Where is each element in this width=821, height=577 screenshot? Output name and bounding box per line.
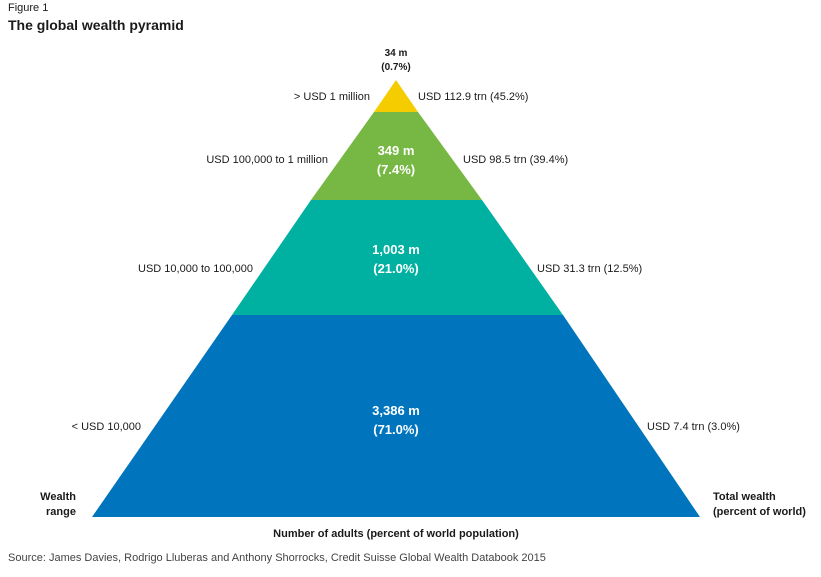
middle-share-label: (21.0%) <box>373 261 419 276</box>
top-adults-label: 34 m <box>385 48 408 59</box>
tier-top <box>374 80 418 112</box>
axis-bottom-label: Number of adults (percent of world popul… <box>273 528 519 540</box>
middle-total-wealth: USD 31.3 trn (12.5%) <box>537 263 642 275</box>
axis-right-line2: (percent of world) <box>713 506 806 518</box>
top-share-label: (0.7%) <box>381 62 410 73</box>
axis-left-line2: range <box>46 506 76 518</box>
upper-middle-share-label: (7.4%) <box>377 162 415 177</box>
base-wealth-range: < USD 10,000 <box>72 421 141 433</box>
axis-right-line1: Total wealth <box>713 491 776 503</box>
tier-base <box>92 315 700 517</box>
top-wealth-range: > USD 1 million <box>294 91 370 103</box>
upper-middle-total-wealth: USD 98.5 trn (39.4%) <box>463 154 568 166</box>
middle-adults-label: 1,003 m <box>372 242 420 257</box>
top-total-wealth: USD 112.9 trn (45.2%) <box>418 91 528 103</box>
tier-middle <box>232 200 563 315</box>
tier-upper-middle <box>311 112 482 200</box>
middle-wealth-range: USD 10,000 to 100,000 <box>138 263 253 275</box>
figure-title: The global wealth pyramid <box>8 17 184 33</box>
source-note: Source: James Davies, Rodrigo Lluberas a… <box>8 552 546 564</box>
upper-middle-wealth-range: USD 100,000 to 1 million <box>206 154 328 166</box>
figure-label: Figure 1 <box>8 2 49 14</box>
upper-middle-adults-label: 349 m <box>378 143 415 158</box>
base-share-label: (71.0%) <box>373 422 419 437</box>
base-adults-label: 3,386 m <box>372 403 420 418</box>
axis-left-line1: Wealth <box>40 491 76 503</box>
base-total-wealth: USD 7.4 trn (3.0%) <box>647 421 740 433</box>
